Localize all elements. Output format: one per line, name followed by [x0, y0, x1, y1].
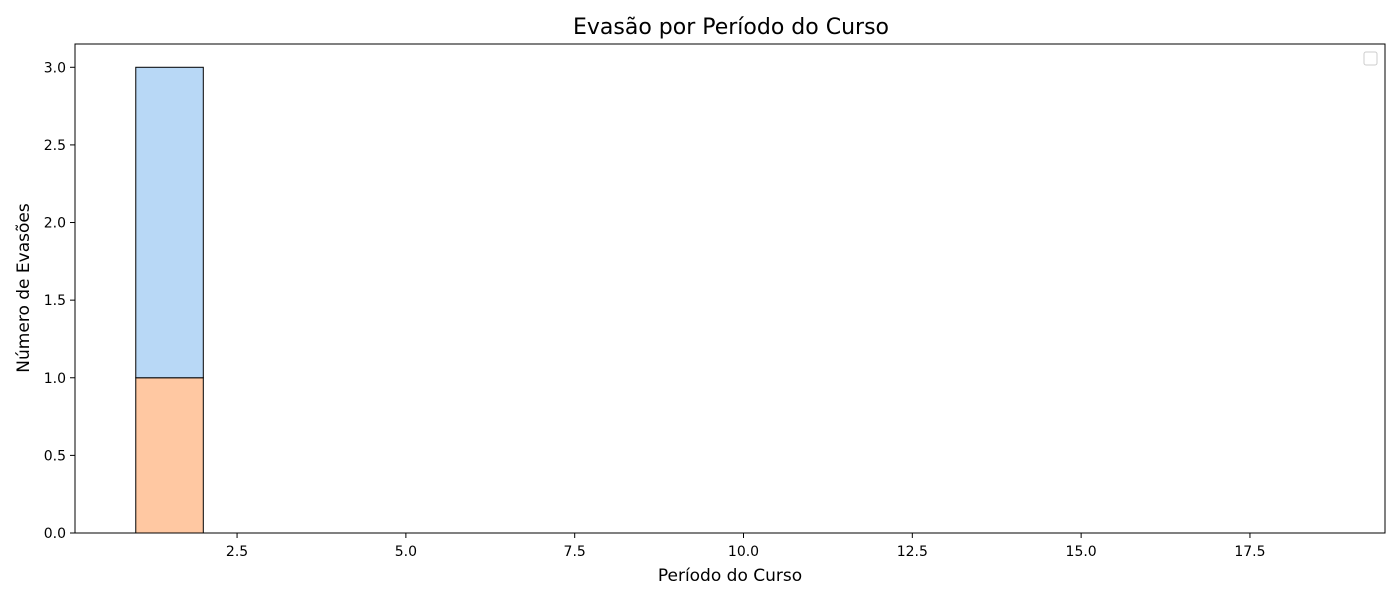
x-tick-label: 12.5 [897, 544, 928, 560]
y-tick-label: 1.0 [44, 371, 66, 387]
x-tick-label: 15.0 [1066, 544, 1097, 560]
legend[interactable] [1363, 51, 1378, 66]
x-axis: 2.5 5.0 7.5 10.0 12.5 15.0 17.5 [226, 533, 1266, 560]
bar-segment [135, 66, 204, 379]
y-tick-label: 3.0 [44, 60, 66, 76]
y-tick-label: 2.5 [44, 138, 66, 154]
y-axis-label: Número de Evasões [14, 203, 34, 373]
plot-area [135, 66, 204, 534]
x-tick-label: 2.5 [226, 544, 248, 560]
x-tick-label: 10.0 [728, 544, 759, 560]
x-tick-label: 5.0 [395, 544, 417, 560]
x-tick-label: 7.5 [564, 544, 586, 560]
y-axis: 0.0 0.5 1.0 1.5 2.0 2.5 3.0 [44, 60, 75, 542]
y-tick-label: 1.5 [44, 293, 66, 309]
x-axis-label: Período do Curso [658, 566, 802, 586]
x-tick-label: 17.5 [1234, 544, 1265, 560]
y-tick-label: 0.5 [44, 448, 66, 464]
y-tick-label: 0.0 [44, 526, 66, 542]
chart-title: Evasão por Período do Curso [573, 15, 889, 40]
axes-frame [74, 43, 1386, 534]
bar-segment [135, 377, 204, 534]
y-tick-label: 2.0 [44, 216, 66, 232]
